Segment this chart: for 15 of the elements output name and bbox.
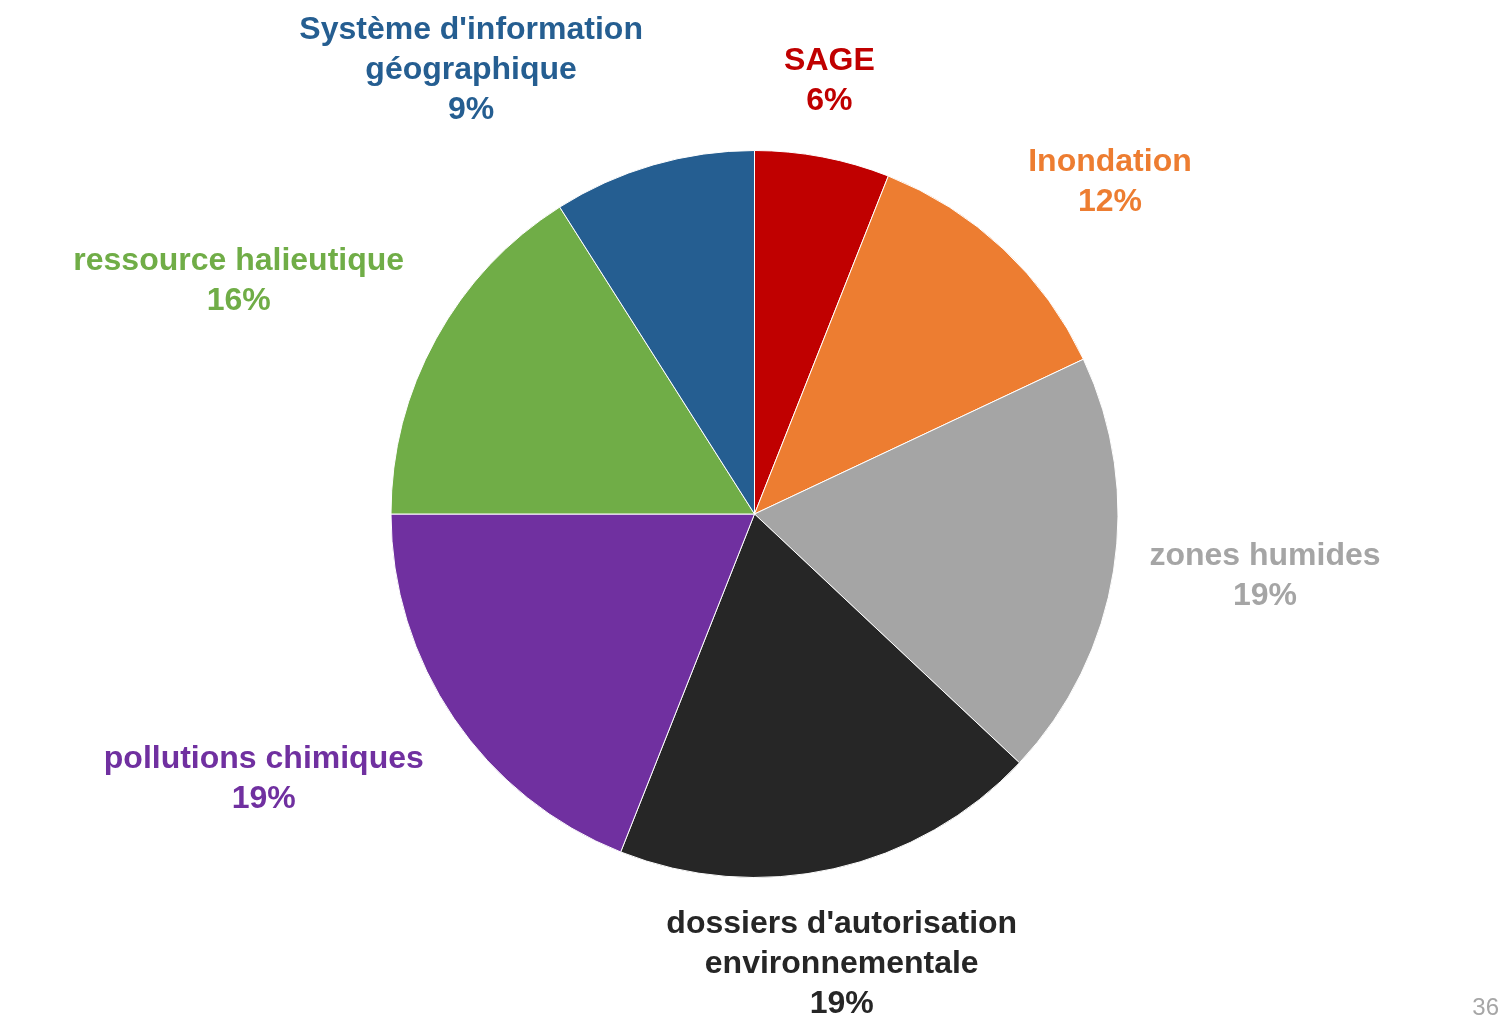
data-label: 19% (809, 983, 874, 1020)
slice-label: zones humides (1149, 536, 1381, 573)
slice-label: pollutions chimiques (103, 738, 424, 775)
slice-label: SAGE (784, 41, 875, 78)
data-label: 6% (806, 81, 853, 118)
data-label: 16% (206, 281, 271, 318)
slice-label: dossiers d'autorisation environnementale (666, 903, 1018, 980)
data-label: 19% (231, 778, 296, 815)
slice-label: Système d'information géographique (299, 9, 643, 86)
slice-label: Inondation (1028, 142, 1192, 179)
data-label: 12% (1077, 182, 1142, 219)
data-label: 9% (447, 89, 495, 126)
text: 36 (1472, 992, 1499, 1020)
data-label: 19% (1232, 576, 1298, 613)
slice-label: ressource halieutique (73, 241, 405, 278)
